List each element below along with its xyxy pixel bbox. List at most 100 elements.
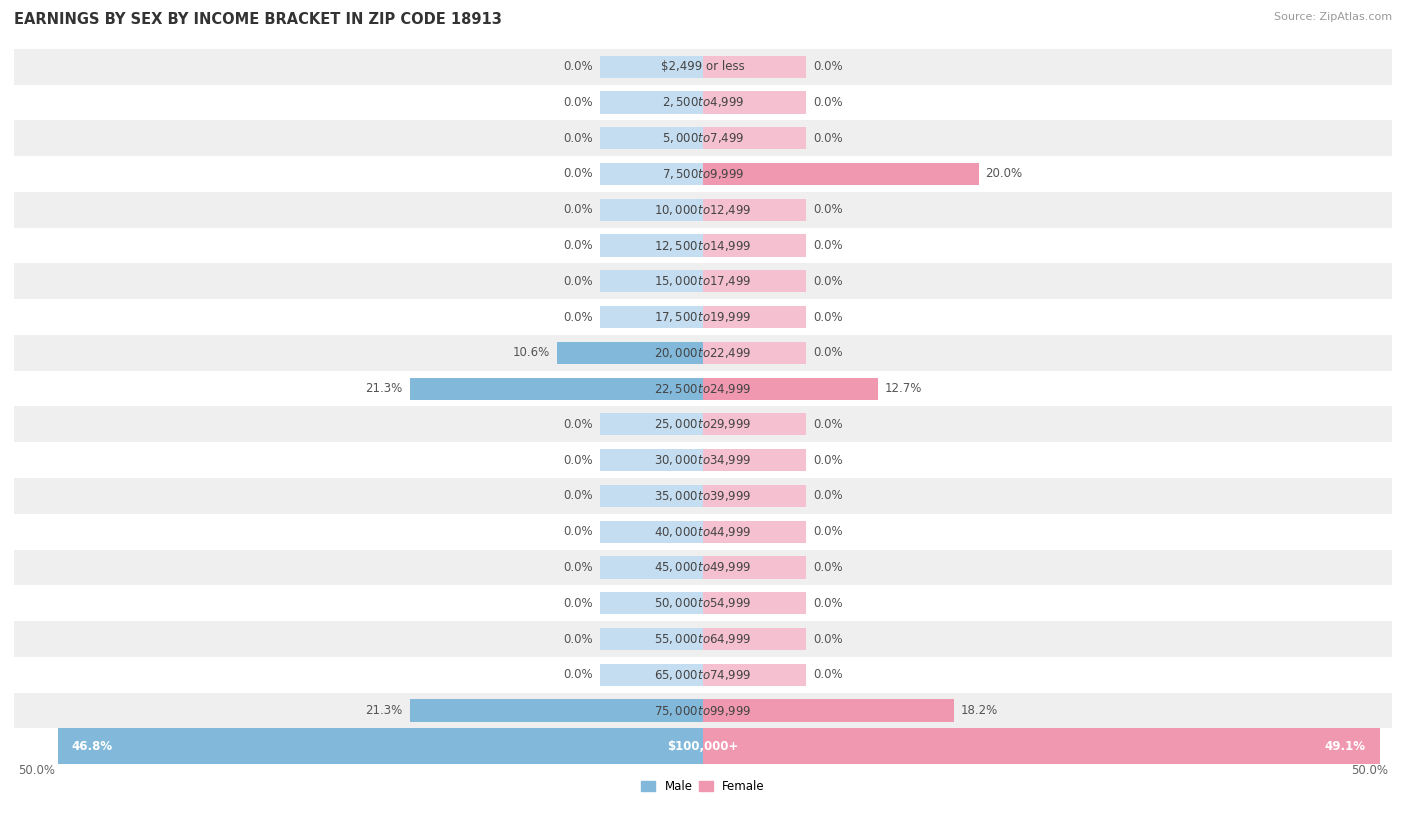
Text: 50.0%: 50.0%: [1351, 764, 1388, 777]
Bar: [599, 485, 703, 507]
Text: 0.0%: 0.0%: [564, 132, 593, 145]
Bar: [599, 592, 703, 615]
Text: 0.0%: 0.0%: [564, 96, 593, 109]
Bar: [599, 91, 703, 114]
Bar: [14, 585, 1392, 621]
Text: $5,000 to $7,499: $5,000 to $7,499: [662, 131, 744, 146]
Bar: [14, 621, 1392, 657]
Bar: [14, 192, 1392, 228]
Bar: [14, 156, 1392, 192]
Bar: [14, 371, 1392, 406]
Text: 21.3%: 21.3%: [366, 704, 402, 717]
Bar: [409, 699, 703, 722]
Text: 0.0%: 0.0%: [813, 346, 842, 359]
Text: 0.0%: 0.0%: [564, 203, 593, 216]
Bar: [14, 514, 1392, 550]
Bar: [599, 663, 703, 686]
Text: $20,000 to $22,499: $20,000 to $22,499: [654, 346, 752, 360]
Text: 0.0%: 0.0%: [813, 668, 842, 681]
Text: 0.0%: 0.0%: [813, 489, 842, 502]
Text: 0.0%: 0.0%: [564, 311, 593, 324]
Text: $12,500 to $14,999: $12,500 to $14,999: [654, 238, 752, 253]
Bar: [703, 234, 807, 257]
Text: $30,000 to $34,999: $30,000 to $34,999: [654, 453, 752, 467]
Bar: [14, 478, 1392, 514]
Bar: [703, 163, 979, 185]
Legend: Male, Female: Male, Female: [637, 776, 769, 798]
Text: $100,000+: $100,000+: [668, 740, 738, 753]
Text: 0.0%: 0.0%: [564, 239, 593, 252]
Bar: [14, 228, 1392, 263]
Bar: [703, 341, 807, 364]
Bar: [599, 449, 703, 472]
Text: 20.0%: 20.0%: [986, 167, 1022, 180]
Bar: [703, 449, 807, 472]
Text: 0.0%: 0.0%: [813, 525, 842, 538]
Bar: [14, 550, 1392, 585]
Text: $17,500 to $19,999: $17,500 to $19,999: [654, 310, 752, 324]
Text: 0.0%: 0.0%: [564, 597, 593, 610]
Text: 50.0%: 50.0%: [18, 764, 55, 777]
Text: $55,000 to $64,999: $55,000 to $64,999: [654, 632, 752, 646]
Bar: [703, 699, 953, 722]
Bar: [703, 306, 807, 328]
Bar: [703, 556, 807, 579]
Text: 0.0%: 0.0%: [813, 561, 842, 574]
Bar: [703, 91, 807, 114]
Text: 0.0%: 0.0%: [813, 203, 842, 216]
Bar: [703, 628, 807, 650]
Text: Source: ZipAtlas.com: Source: ZipAtlas.com: [1274, 12, 1392, 22]
Text: $2,500 to $4,999: $2,500 to $4,999: [662, 95, 744, 110]
Bar: [58, 728, 703, 764]
Text: 0.0%: 0.0%: [813, 275, 842, 288]
Text: 49.1%: 49.1%: [1324, 740, 1365, 753]
Bar: [14, 728, 1392, 764]
Text: $7,500 to $9,999: $7,500 to $9,999: [662, 167, 744, 181]
Bar: [14, 49, 1392, 85]
Bar: [14, 299, 1392, 335]
Text: 0.0%: 0.0%: [564, 668, 593, 681]
Text: 0.0%: 0.0%: [564, 525, 593, 538]
Text: 0.0%: 0.0%: [564, 275, 593, 288]
Bar: [599, 163, 703, 185]
Text: 0.0%: 0.0%: [564, 454, 593, 467]
Text: 0.0%: 0.0%: [813, 418, 842, 431]
Text: 0.0%: 0.0%: [564, 561, 593, 574]
Bar: [14, 85, 1392, 120]
Bar: [599, 520, 703, 543]
Text: 0.0%: 0.0%: [813, 60, 842, 73]
Bar: [14, 335, 1392, 371]
Bar: [703, 485, 807, 507]
Text: $65,000 to $74,999: $65,000 to $74,999: [654, 667, 752, 682]
Text: 0.0%: 0.0%: [813, 633, 842, 646]
Text: $40,000 to $44,999: $40,000 to $44,999: [654, 524, 752, 539]
Bar: [14, 120, 1392, 156]
Bar: [703, 413, 807, 436]
Bar: [14, 442, 1392, 478]
Bar: [557, 341, 703, 364]
Bar: [599, 198, 703, 221]
Bar: [599, 55, 703, 78]
Text: $10,000 to $12,499: $10,000 to $12,499: [654, 202, 752, 217]
Bar: [14, 406, 1392, 442]
Text: 0.0%: 0.0%: [813, 132, 842, 145]
Text: EARNINGS BY SEX BY INCOME BRACKET IN ZIP CODE 18913: EARNINGS BY SEX BY INCOME BRACKET IN ZIP…: [14, 12, 502, 27]
Bar: [703, 198, 807, 221]
Text: $22,500 to $24,999: $22,500 to $24,999: [654, 381, 752, 396]
Text: 0.0%: 0.0%: [813, 96, 842, 109]
Text: 0.0%: 0.0%: [564, 633, 593, 646]
Text: 18.2%: 18.2%: [960, 704, 998, 717]
Text: 0.0%: 0.0%: [813, 454, 842, 467]
Text: $75,000 to $99,999: $75,000 to $99,999: [654, 703, 752, 718]
Bar: [703, 728, 1379, 764]
Text: 0.0%: 0.0%: [813, 597, 842, 610]
Text: 0.0%: 0.0%: [564, 489, 593, 502]
Text: $25,000 to $29,999: $25,000 to $29,999: [654, 417, 752, 432]
Text: 0.0%: 0.0%: [813, 239, 842, 252]
Text: $50,000 to $54,999: $50,000 to $54,999: [654, 596, 752, 611]
Bar: [14, 657, 1392, 693]
Bar: [599, 306, 703, 328]
Bar: [14, 693, 1392, 728]
Text: 46.8%: 46.8%: [72, 740, 112, 753]
Bar: [703, 55, 807, 78]
